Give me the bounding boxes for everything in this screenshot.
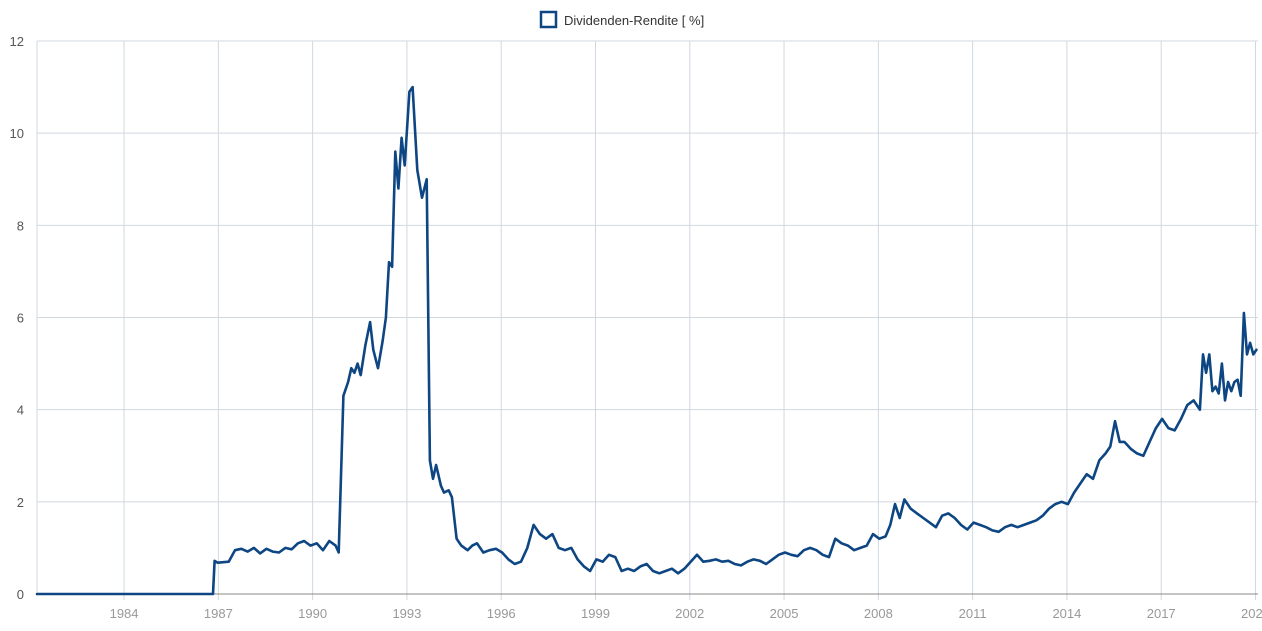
y-tick-label: 6 [17, 311, 24, 326]
x-tick-label: 2005 [770, 606, 799, 621]
x-tick-label: 2014 [1052, 606, 1081, 621]
legend[interactable]: Dividenden-Rendite [ %] [539, 10, 704, 29]
series-line-dividenden-rendite[interactable] [35, 85, 1258, 596]
y-tick-label: 12 [10, 34, 24, 49]
x-tick-label: 2020 [1241, 606, 1262, 621]
grid [37, 40, 1258, 594]
y-tick-label: 10 [10, 126, 24, 141]
x-tick-label: 1984 [110, 606, 139, 621]
legend-label[interactable]: Dividenden-Rendite [ %] [564, 13, 704, 28]
y-tick-label: 8 [17, 218, 24, 233]
y-axis-tick-labels: 0 2 4 6 8 10 12 [10, 34, 24, 602]
x-tick-label: 2011 [959, 606, 987, 621]
x-tick-label: 1987 [204, 606, 233, 621]
x-tick-label: 2002 [675, 606, 704, 621]
x-tick-label: 1993 [392, 606, 421, 621]
legend-swatch[interactable] [539, 10, 558, 29]
y-tick-label: 0 [17, 587, 24, 602]
axes [36, 41, 1258, 600]
x-tick-label: 1999 [581, 606, 610, 621]
y-tick-label: 2 [17, 495, 24, 510]
x-axis-tick-labels: 1984 1987 1990 1993 1996 1999 2002 2005 2008 2011… [110, 606, 1262, 621]
x-tick-label: 2017 [1147, 606, 1176, 621]
x-tick-label: 2008 [864, 606, 893, 621]
x-tick-label: 1996 [487, 606, 516, 621]
x-tick-label: 1990 [298, 606, 327, 621]
series-layer [35, 85, 1258, 596]
y-tick-label: 4 [17, 403, 24, 418]
